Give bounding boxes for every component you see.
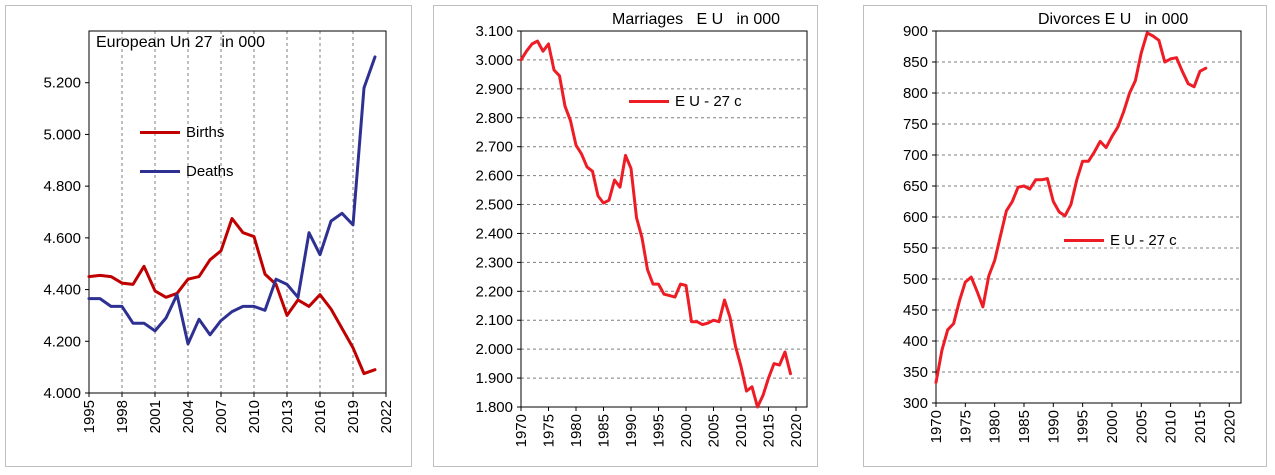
y-tick-label: 550 (903, 240, 928, 257)
chart-births-deaths: 4.000 4.200 4.400 4.600 4.800 5.000 5.200 1995 1… (43, 30, 395, 433)
x-tick-label: 2015 (761, 414, 778, 447)
y-tick-label: 2.500 (475, 197, 513, 214)
y-tick-label: 850 (903, 54, 928, 71)
series-line-e-u-27-c (934, 31, 1208, 384)
x-tick-label: 2000 (1104, 410, 1121, 443)
y-tick-label: 1.800 (475, 399, 513, 416)
x-tick-label: 2022 (378, 400, 395, 433)
legend-swatch-births (140, 131, 180, 134)
y-tick-label: 4.600 (43, 230, 81, 247)
legend-item-eu27: E U - 27 c (629, 93, 742, 110)
chart-title: Marriages E U in 000 (612, 11, 781, 28)
legend-label-births: Births (186, 124, 225, 141)
y-tick-label: 2.200 (475, 283, 513, 300)
x-tick-label: 2000 (678, 414, 695, 447)
x-tick-label: 1995 (651, 414, 668, 447)
plot-area-frame (520, 30, 808, 408)
legend-swatch (629, 100, 669, 103)
y-tick-label: 1.900 (475, 370, 513, 387)
y-tick-label: 650 (903, 178, 928, 195)
y-tick-label: 600 (903, 209, 928, 226)
series-line-births (87, 217, 377, 376)
x-tick-label: 2020 (788, 414, 805, 447)
chart-divorces: 300 350 400 450 500 550 600 650 700 750 800 850 900 1… (903, 23, 1242, 443)
x-tick-label: 2005 (706, 414, 723, 447)
x-tick-label: 2010 (1163, 410, 1180, 443)
chart-panel-births-deaths: 4.000 4.200 4.400 4.600 4.800 5.000 5.200 1995 1… (5, 5, 412, 467)
x-tick-label: 1980 (568, 414, 585, 447)
x-tick-label: 2019 (345, 400, 362, 433)
x-tick-label: 1995 (1075, 410, 1092, 443)
x-tick-label: 2015 (1192, 410, 1209, 443)
y-tick-label: 400 (903, 333, 928, 350)
x-tick-label: 2004 (180, 400, 197, 433)
y-tick-label: 2.900 (475, 81, 513, 98)
series-line-deaths (87, 55, 377, 346)
y-tick-label: 2.800 (475, 110, 513, 127)
chart-title: Divorces E U in 000 (1038, 11, 1189, 28)
chart-panel-marriages: 1.800 1.900 2.000 2.100 2.200 2.300 2.400 2.500… (433, 5, 818, 467)
y-tick-label: 700 (903, 147, 928, 164)
y-tick-label: 2.100 (475, 312, 513, 329)
x-tick-label: 2010 (733, 414, 750, 447)
chart-title: European Un 27 in 000 (96, 34, 266, 51)
x-tick-label: 1970 (513, 414, 530, 447)
y-tick-label: 900 (903, 23, 928, 40)
y-tick-label: 300 (903, 395, 928, 412)
x-tick-label: 1995 (81, 400, 98, 433)
legend-label: E U - 27 c (675, 93, 742, 110)
x-tick-label: 2007 (213, 400, 230, 433)
y-tick-label: 4.000 (43, 385, 81, 402)
x-tick-label: 1985 (1016, 410, 1033, 443)
y-tick-label: 750 (903, 116, 928, 133)
legend-item-eu27: E U - 27 c (1064, 232, 1177, 249)
chart-marriages: 1.800 1.900 2.000 2.100 2.200 2.300 2.400 2.500… (475, 23, 808, 447)
x-tick-label: 1990 (623, 414, 640, 447)
x-tick-label: 2005 (1133, 410, 1150, 443)
legend-label: E U - 27 c (1110, 232, 1177, 249)
x-tick-label: 1975 (541, 414, 558, 447)
plot-area-frame (88, 30, 387, 394)
y-tick-label: 2.400 (475, 225, 513, 242)
legend-swatch-deaths (140, 170, 180, 173)
y-tick-label: 3.000 (475, 52, 513, 69)
legend-label-deaths: Deaths (186, 163, 234, 180)
y-tick-label: 2.600 (475, 168, 513, 185)
x-tick-label: 2016 (312, 400, 329, 433)
legend-item-deaths: Deaths (140, 163, 234, 180)
x-tick-label: 1990 (1045, 410, 1062, 443)
y-tick-label: 3.100 (475, 23, 513, 40)
y-tick-label: 2.000 (475, 341, 513, 358)
x-tick-label: 2010 (246, 400, 263, 433)
y-tick-label: 5.000 (43, 126, 81, 143)
y-tick-label: 5.200 (43, 75, 81, 92)
y-tick-label: 4.400 (43, 282, 81, 299)
y-tick-label: 2.300 (475, 254, 513, 271)
y-tick-label: 500 (903, 271, 928, 288)
y-tick-label: 2.700 (475, 139, 513, 156)
legend-swatch (1064, 239, 1104, 242)
series-line-e-u-27-c (519, 39, 792, 409)
x-tick-label: 1970 (928, 410, 945, 443)
y-tick-label: 450 (903, 302, 928, 319)
y-tick-label: 4.800 (43, 178, 81, 195)
x-tick-label: 2013 (279, 400, 296, 433)
legend-item-births: Births (140, 124, 224, 141)
x-tick-label: 1980 (987, 410, 1004, 443)
y-tick-label: 350 (903, 364, 928, 381)
x-tick-label: 1998 (114, 400, 131, 433)
x-tick-label: 2001 (147, 400, 164, 433)
chart-panel-divorces: 300 350 400 450 500 550 600 650 700 750 800 850 900 1… (863, 5, 1267, 467)
x-tick-label: 2020 (1221, 410, 1238, 443)
y-tick-label: 4.200 (43, 333, 81, 350)
y-tick-label: 800 (903, 85, 928, 102)
x-tick-label: 1975 (957, 410, 974, 443)
x-tick-label: 1985 (596, 414, 613, 447)
